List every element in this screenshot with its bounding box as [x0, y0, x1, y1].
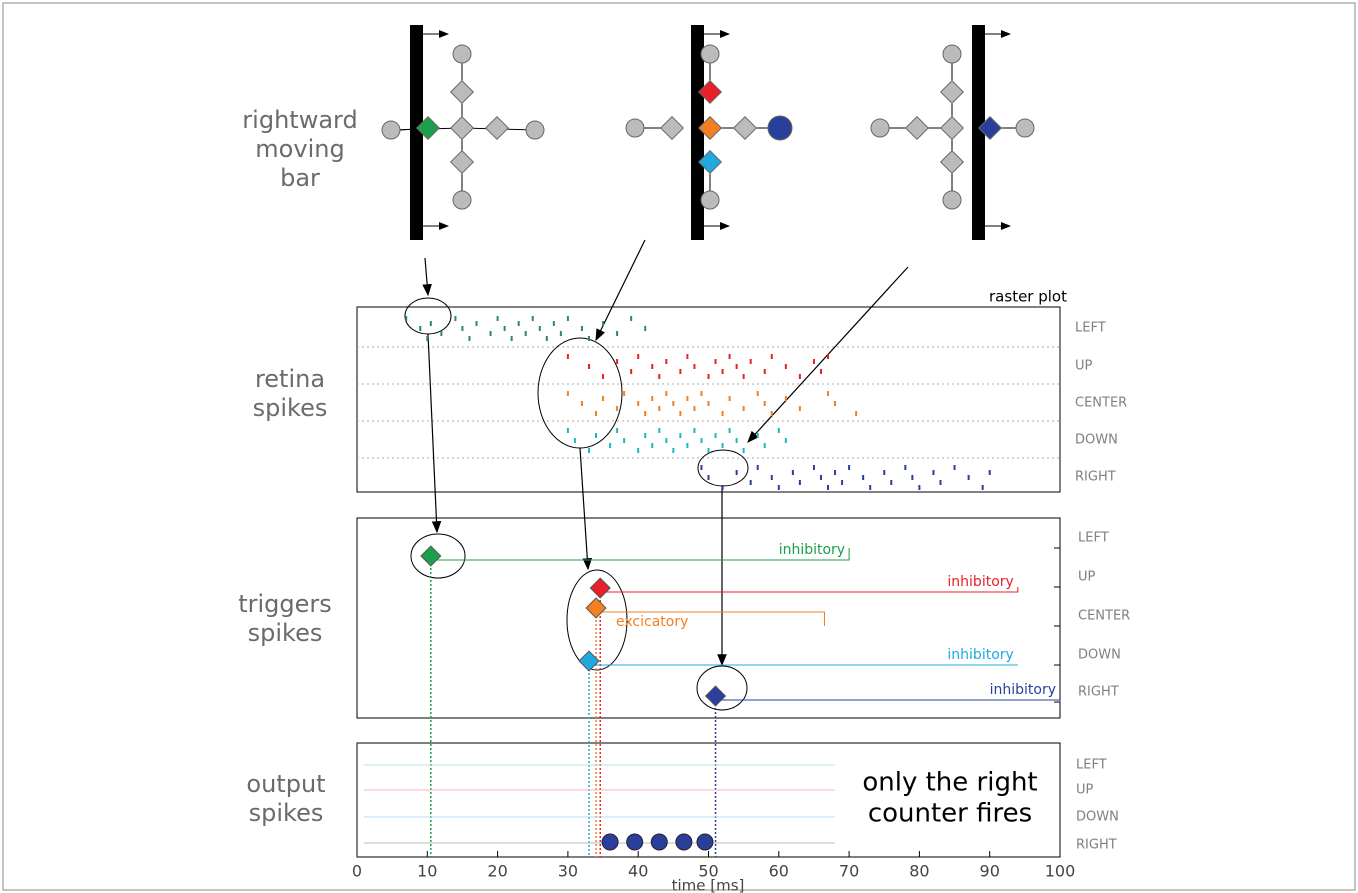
x-tick-label: 80 [909, 862, 929, 881]
x-tick-label: 90 [980, 862, 1000, 881]
node-circle [626, 119, 644, 137]
node-circle [453, 45, 471, 63]
channel-label: RIGHT [1078, 685, 1119, 700]
node-diamond [661, 117, 684, 140]
connection-label: inhibitory [947, 574, 1013, 590]
connection-label: inhibitory [947, 647, 1013, 663]
channel-label: LEFT [1078, 531, 1109, 546]
x-tick-label: 20 [487, 862, 507, 881]
node-diamond [734, 117, 757, 140]
node-diamond [451, 81, 474, 104]
frame [3, 3, 1355, 890]
node-diamond [486, 117, 509, 140]
channel-label: RIGHT [1075, 470, 1116, 485]
stimulus-label: rightward [242, 106, 357, 134]
node-circle [943, 45, 961, 63]
output-spike [627, 834, 643, 850]
figure: rightward moving bar retina spikes trigg… [0, 0, 1358, 893]
channel-label: UP [1078, 570, 1096, 585]
stimulus-label: moving [255, 135, 344, 163]
panel-label: spikes [248, 619, 323, 647]
node-circle [453, 191, 471, 209]
annotation: counter fires [868, 799, 1032, 829]
channel-label: RIGHT [1076, 838, 1117, 853]
channel-label: LEFT [1075, 321, 1106, 336]
stimulus-label: bar [280, 164, 320, 192]
node-diamond [906, 117, 929, 140]
node-diamond [941, 117, 964, 140]
panel-label: spikes [249, 799, 324, 827]
connection-label: excicatory [616, 614, 688, 630]
connection-line [716, 700, 1060, 702]
node-circle [701, 191, 719, 209]
trigger-spike [706, 686, 726, 706]
channel-label: CENTER [1078, 609, 1130, 624]
x-tick-label: 50 [698, 862, 718, 881]
x-tick-label: 30 [558, 862, 578, 881]
panel-label: retina [255, 365, 325, 393]
trigger-spike [579, 651, 599, 671]
triggers-panel [357, 518, 1060, 718]
x-tick-label: 100 [1045, 862, 1076, 881]
panel-label: output [246, 770, 325, 798]
output-spike [697, 834, 713, 850]
raster-panel [357, 307, 1060, 492]
channel-label: DOWN [1076, 810, 1119, 825]
node-diamond [941, 81, 964, 104]
node-circle [382, 121, 400, 139]
channel-label: UP [1075, 359, 1093, 374]
channel-label: DOWN [1075, 433, 1118, 448]
x-tick-label: 0 [352, 862, 362, 881]
annotation: only the right [862, 768, 1037, 798]
node-circle [701, 45, 719, 63]
trigger-spike [590, 578, 610, 598]
node-diamond [451, 117, 474, 140]
node-circle [1016, 119, 1034, 137]
x-tick-label: 40 [628, 862, 648, 881]
arrows [425, 240, 908, 665]
output-spike [651, 834, 667, 850]
panel-label: triggers [238, 590, 332, 618]
channel-label: UP [1076, 783, 1094, 798]
node-circle [768, 116, 792, 140]
x-tick-label: 70 [839, 862, 859, 881]
node-circle [526, 121, 544, 139]
node-diamond [451, 151, 474, 174]
channel-label: LEFT [1076, 758, 1107, 773]
raster-title: raster plot [989, 288, 1067, 306]
node-circle [943, 191, 961, 209]
highlights [405, 298, 748, 710]
node-circle [871, 119, 889, 137]
channel-label: DOWN [1078, 648, 1121, 663]
trigger-spike [421, 546, 441, 566]
x-tick-label: 10 [417, 862, 437, 881]
x-tick-label: 60 [769, 862, 789, 881]
output-spike [602, 834, 618, 850]
panel-label: spikes [253, 394, 328, 422]
channel-label: CENTER [1075, 396, 1127, 411]
output-spike [676, 834, 692, 850]
node-diamond [941, 151, 964, 174]
connection-label: inhibitory [990, 682, 1056, 698]
trigger-spike [586, 598, 606, 618]
connection-label: inhibitory [779, 542, 845, 558]
